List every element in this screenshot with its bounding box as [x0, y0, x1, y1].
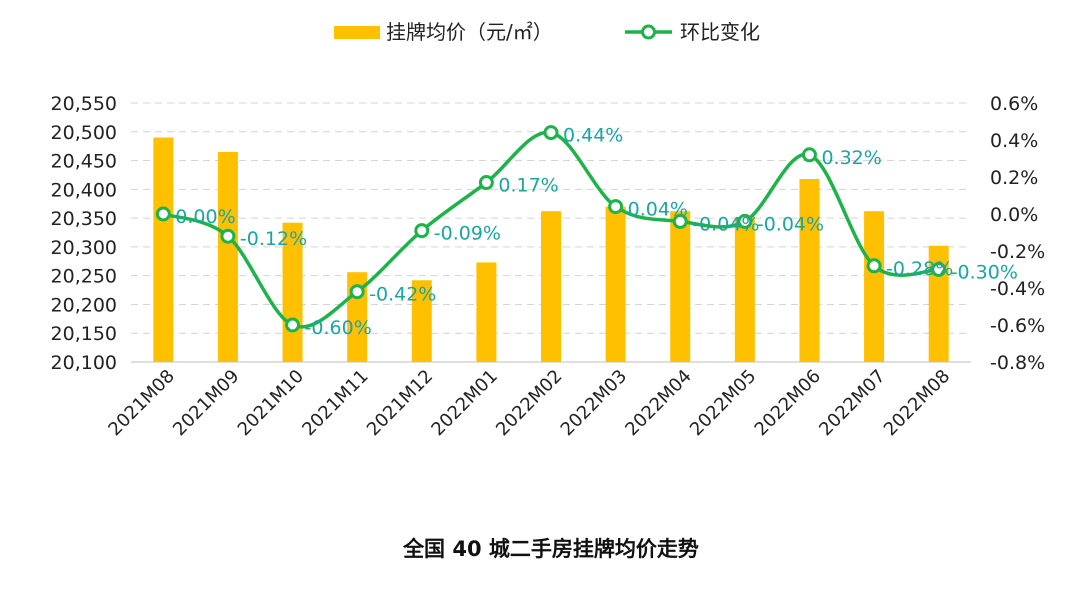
bar	[605, 206, 626, 362]
data-label: 0.04%	[628, 199, 688, 221]
y-left-tick-label: 20,100	[51, 352, 117, 374]
data-label: -0.42%	[369, 284, 436, 306]
y-left-tick-label: 20,350	[51, 208, 117, 230]
x-tick-label: 2022M06	[751, 366, 825, 440]
data-label: -0.60%	[305, 317, 372, 339]
line-marker	[478, 175, 494, 191]
chart-title: 全国 40 城二手房挂牌均价走势	[402, 537, 699, 561]
line-marker	[931, 262, 947, 277]
y-right-tick-label: -0.8%	[990, 352, 1045, 374]
bar	[476, 262, 497, 362]
x-tick-label: 2021M11	[298, 366, 372, 440]
data-label: -0.04%	[692, 213, 759, 235]
x-tick-label: 2022M02	[492, 366, 566, 440]
bar	[153, 137, 174, 362]
data-label: 0.17%	[498, 175, 558, 197]
line-marker	[285, 317, 301, 333]
legend-bar-swatch	[334, 26, 380, 39]
y-right-tick-label: -0.2%	[990, 241, 1045, 263]
y-right-tick-label: 0.0%	[990, 204, 1038, 226]
y-left-tick-label: 20,400	[51, 179, 117, 201]
y-right-tick-label: -0.6%	[990, 315, 1045, 337]
line-marker	[672, 213, 688, 229]
y-left-tick-label: 20,250	[51, 266, 117, 288]
data-label: 0.44%	[563, 125, 623, 147]
data-label: -0.12%	[240, 228, 307, 250]
data-label: -0.30%	[951, 262, 1018, 284]
bar	[864, 211, 885, 362]
bars-layer	[153, 137, 949, 362]
line-marker	[414, 223, 430, 239]
x-tick-label: 2021M08	[104, 366, 178, 440]
bar	[799, 178, 820, 362]
line-marker	[543, 125, 559, 141]
y-left-tick-label: 20,500	[51, 122, 117, 144]
x-tick-label: 2022M07	[815, 366, 889, 440]
data-label: -0.09%	[434, 223, 501, 245]
x-tick-label: 2021M09	[169, 366, 243, 440]
y-right-tick-label: 0.6%	[990, 93, 1038, 115]
bar	[734, 218, 755, 362]
legend-line-label: 环比变化	[680, 20, 760, 44]
data-label: -0.28%	[886, 258, 953, 280]
line-marker	[155, 206, 171, 222]
x-tick-label: 2022M08	[880, 366, 954, 440]
x-tick-label: 2021M10	[234, 366, 308, 440]
bar	[217, 151, 238, 362]
y-right-tick-label: 0.2%	[990, 167, 1038, 189]
y-left-tick-label: 20,450	[51, 151, 117, 173]
y-right-tick-label: -0.4%	[990, 278, 1045, 300]
line-marker	[737, 213, 753, 229]
data-label: -0.04%	[757, 213, 824, 235]
line-marker	[349, 284, 365, 300]
line-marker	[866, 258, 882, 274]
legend-line-marker	[641, 24, 656, 40]
bar	[411, 280, 432, 362]
data-label: 0.32%	[821, 147, 881, 169]
line-marker	[220, 228, 236, 244]
line-layer: 0.00%-0.12% -0.60% -0.42% -0.09% 0.17% 0.44% 0…	[155, 125, 1018, 339]
x-tick-label: 2021M12	[363, 366, 437, 440]
x-tick-label: 2022M05	[686, 366, 760, 440]
y-left-tick-label: 20,300	[51, 237, 117, 259]
y-left-tick-label: 20,200	[51, 294, 117, 316]
bar	[670, 211, 691, 362]
bar	[541, 211, 561, 362]
y-left-tick-label: 20,150	[51, 323, 117, 345]
line-marker	[801, 147, 817, 163]
y-right-tick-label: 0.4%	[990, 130, 1038, 152]
x-tick-label: 2022M01	[427, 366, 501, 440]
data-label: 0.00%	[175, 206, 235, 228]
legend-bar-label: 挂牌均价（元/㎡）	[386, 20, 553, 44]
x-tick-label: 2022M04	[621, 366, 695, 440]
legend: 挂牌均价（元/㎡） 环比变化	[334, 20, 760, 44]
x-tick-label: 2022M03	[557, 366, 631, 440]
y-left-tick-label: 20,550	[51, 93, 117, 115]
line-marker	[608, 199, 624, 215]
